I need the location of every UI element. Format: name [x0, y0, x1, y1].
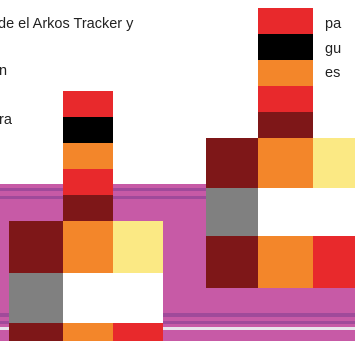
pixel: [258, 236, 313, 288]
pixel: [63, 91, 113, 117]
pixel: [206, 236, 258, 288]
pixel: [113, 323, 163, 341]
stripe-bottom-1: [0, 313, 355, 317]
pixel: [313, 138, 355, 188]
pixel: [258, 86, 313, 112]
pixel: [258, 34, 313, 60]
pixel: [63, 323, 113, 341]
pixel: [113, 221, 163, 273]
pixel: [258, 60, 313, 86]
pixel: [313, 236, 355, 288]
text-right-3: es: [325, 65, 341, 81]
text-right-1: pa: [325, 16, 342, 32]
text-line-2: n: [0, 63, 8, 79]
pixel: [63, 169, 113, 195]
stripe-top-2: [0, 196, 355, 199]
pixel: [63, 195, 113, 221]
pixel: [9, 323, 63, 341]
text-line-3: ra: [0, 112, 12, 128]
pixel: [258, 138, 313, 188]
stripe-top-1: [0, 188, 355, 191]
text-line-1: de el Arkos Tracker y: [0, 16, 134, 32]
pixel: [9, 273, 63, 323]
pixel: [63, 143, 113, 169]
pixel: [258, 188, 355, 236]
pixel: [258, 112, 313, 138]
pixel: [63, 273, 163, 323]
text-right-2: gu: [325, 41, 342, 57]
pixel: [258, 8, 313, 34]
pixel: [9, 221, 63, 273]
stripe-bottom-2: [0, 321, 355, 324]
pixel: [63, 221, 113, 273]
pixel: [63, 117, 113, 143]
white-bottom-strip: [0, 327, 355, 330]
pixel: [206, 138, 258, 188]
pixel: [206, 188, 258, 236]
